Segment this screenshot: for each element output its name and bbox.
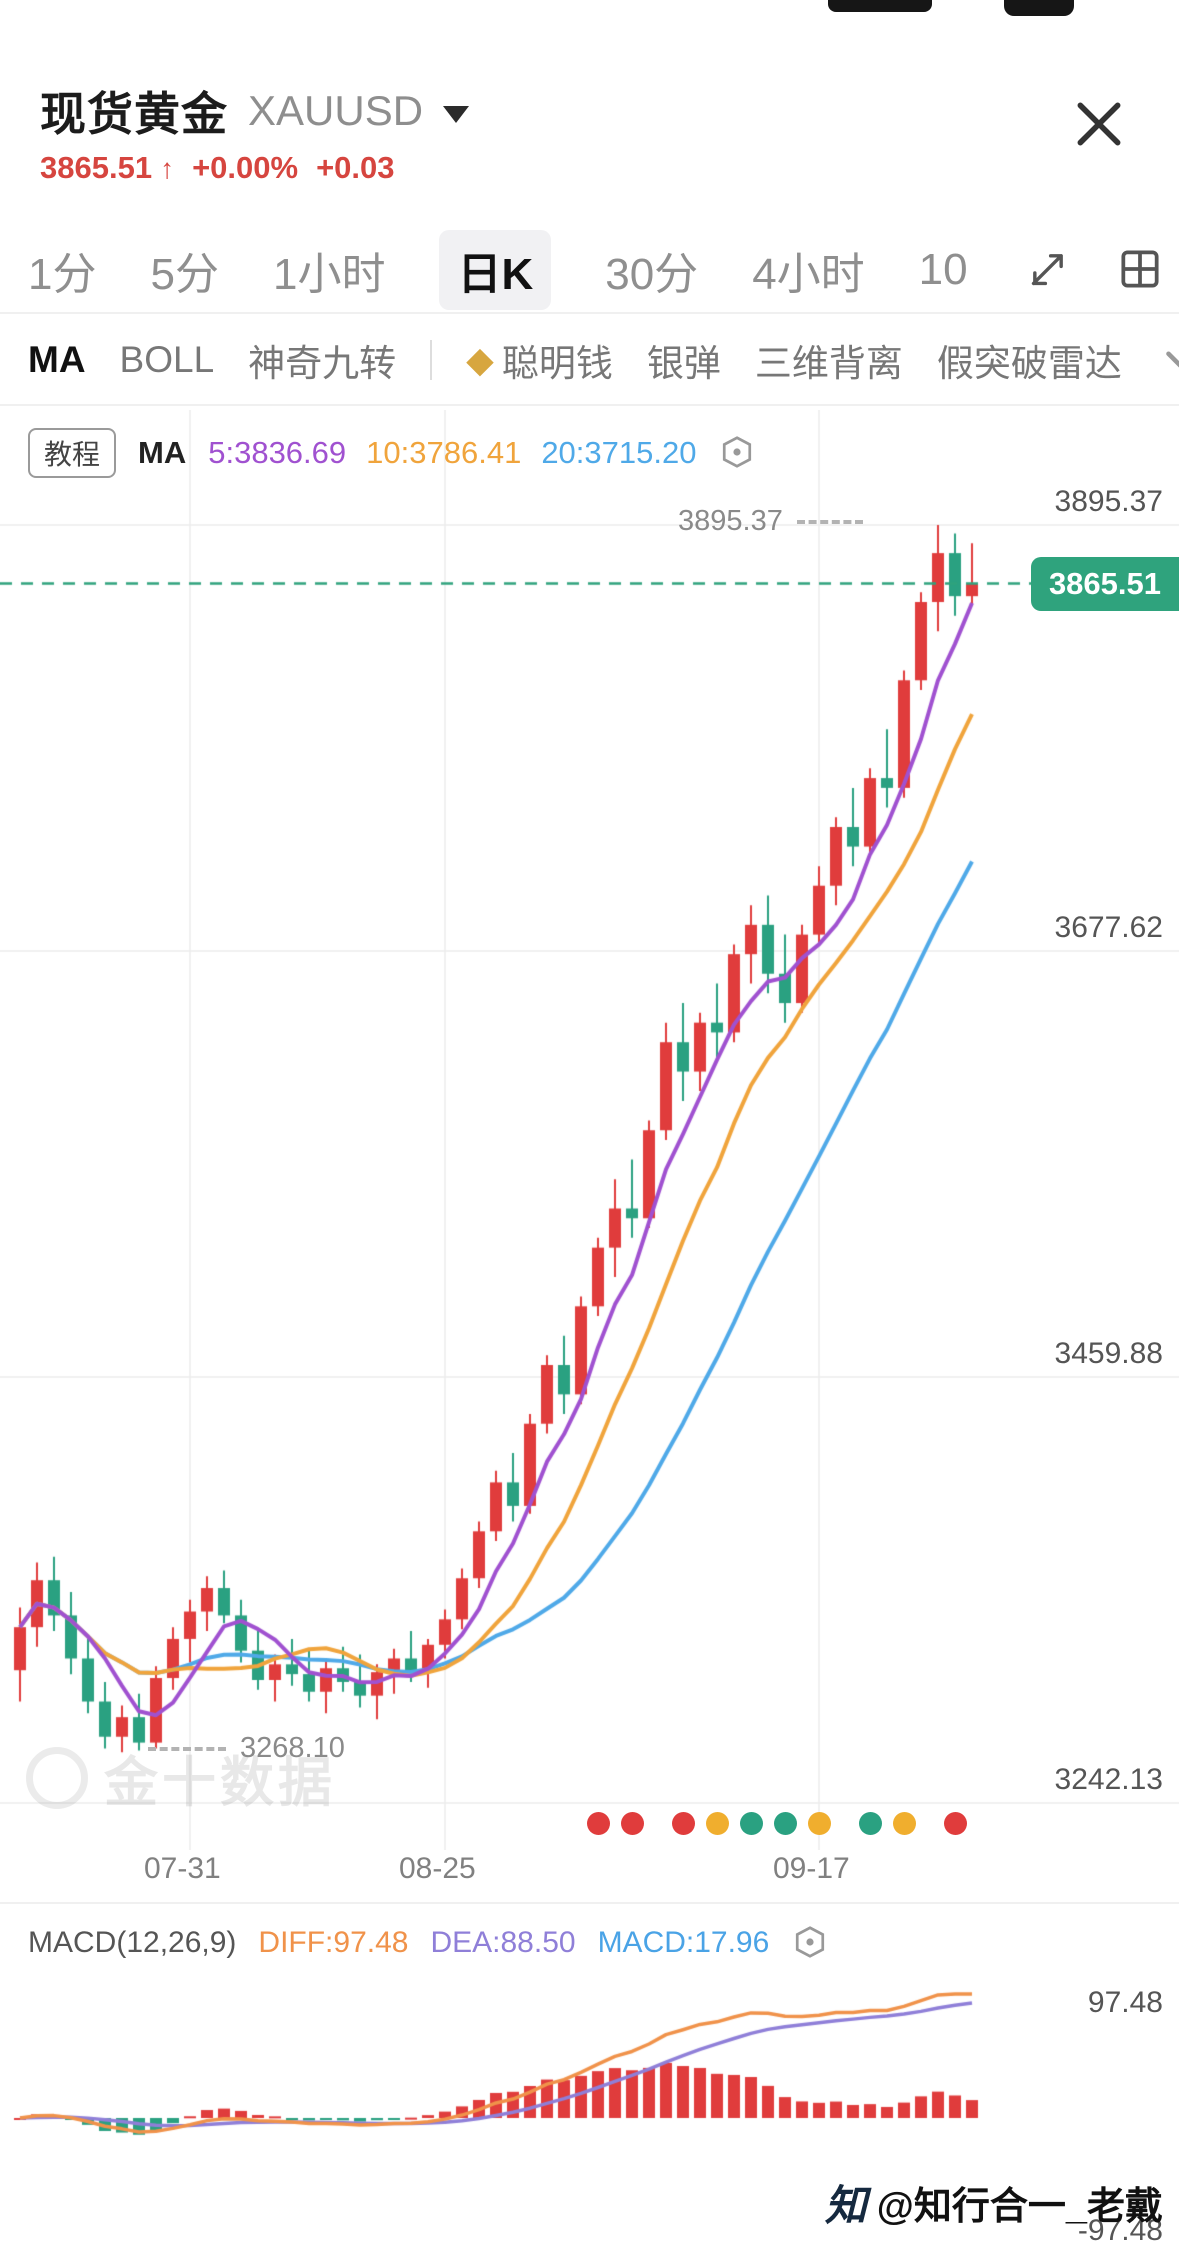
indicator-MA[interactable]: MA: [28, 339, 86, 381]
macd-title: MACD(12,26,9): [28, 1926, 237, 1959]
signal-dot-orange: [808, 1812, 831, 1835]
expand-indicators-button[interactable]: [1156, 335, 1179, 385]
low-price-label: 3268.10: [240, 1732, 345, 1765]
ma-value: 20:3715.20: [541, 435, 697, 470]
y-axis-label: 3242.13: [1054, 1763, 1163, 1796]
low-price-annotation: 3268.10: [148, 1732, 345, 1765]
symbol-label: XAUUSD: [248, 87, 424, 134]
ma-legend: 教程 MA 5:3836.69 10:3786.41 20:3715.20: [28, 428, 756, 478]
price-summary: 3865.51 ↑ +0.00% +0.03: [40, 150, 395, 186]
macd-settings-button[interactable]: [791, 1924, 829, 1962]
macd-dea-value: DEA:88.50: [430, 1926, 576, 1959]
macd-bar-value: MACD:17.96: [597, 1926, 770, 1959]
signal-dot-red: [672, 1812, 695, 1835]
y-axis-label: 3677.62: [1054, 911, 1163, 944]
main-chart-canvas[interactable]: [0, 410, 1179, 1850]
section-divider: [0, 1902, 1179, 1904]
ma-legend-label: MA: [138, 435, 187, 470]
macd-header: MACD(12,26,9) DIFF:97.48 DEA:88.50 MACD:…: [28, 1924, 829, 1962]
indicator-假突破雷达[interactable]: 假突破雷达: [937, 333, 1122, 387]
gold-diamond-icon: ◆: [466, 339, 494, 380]
tab-30分[interactable]: 30分: [605, 250, 699, 299]
zhihu-logo-icon: 知: [824, 2182, 867, 2229]
dropdown-caret-icon: [443, 105, 470, 123]
macd-chart-canvas[interactable]: [0, 1972, 1179, 2252]
indicator-divider: [430, 340, 433, 380]
indicator-label: 三维背离: [754, 343, 903, 384]
change-percent: +0.00%: [192, 150, 299, 185]
signal-dot-red: [944, 1812, 967, 1835]
x-axis-label: 09-17: [773, 1852, 850, 1885]
high-price-label: 3895.37: [678, 505, 783, 537]
signal-dot-red: [621, 1812, 644, 1835]
current-price-badge: 3865.51: [1030, 557, 1179, 612]
y-axis-label: 3895.37: [1054, 485, 1163, 518]
tab-1分[interactable]: 1分: [28, 250, 97, 299]
layout-grid-button[interactable]: [1114, 244, 1166, 296]
indicator-label: MA: [28, 339, 86, 380]
page-title: 现货黄金: [40, 88, 228, 140]
watermark-text: 金十数据: [104, 1753, 336, 1813]
indicator-label: 银弹: [646, 343, 721, 384]
tab-1小时[interactable]: 1小时: [272, 250, 386, 299]
tutorial-button[interactable]: 教程: [28, 428, 117, 478]
author-watermark: 知 @知行合一_老戴: [825, 2172, 1163, 2233]
ma-value: 10:3786.41: [366, 435, 522, 470]
grid-icon: [1121, 250, 1159, 288]
dash-marker: [796, 519, 863, 524]
indicator-bar: MA BOLL 神奇九转 ◆ 聪明钱 银弹 三维背离 假突破雷达: [0, 316, 1179, 406]
macd-axis-min: -97.48: [1077, 2214, 1163, 2247]
indicator-label: BOLL: [119, 339, 215, 380]
jin10-watermark: 金十数据: [26, 1738, 336, 1817]
close-button[interactable]: [1071, 96, 1127, 152]
timeframe-tabs: 1分 5分 1小时 日K 30分 4小时 10: [0, 228, 1179, 314]
indicator-compare-button[interactable]: [1022, 244, 1074, 296]
close-icon: [1077, 102, 1121, 146]
macd-diff-value: DIFF:97.48: [258, 1926, 409, 1959]
gear-icon: [796, 1926, 825, 1958]
indicator-聪明钱[interactable]: ◆ 聪明钱: [466, 333, 613, 387]
ma-legend-values: 5:3836.69 10:3786.41 20:3715.20: [208, 435, 696, 471]
indicator-label: 聪明钱: [501, 343, 613, 384]
indicator-bar-items: MA BOLL 神奇九转 ◆ 聪明钱 银弹 三维背离 假突破雷达: [28, 333, 1122, 387]
gear-icon: [723, 436, 752, 468]
y-axis-label: 3459.88: [1054, 1336, 1163, 1370]
signal-dot-red: [587, 1812, 610, 1835]
tab-4小时[interactable]: 4小时: [752, 250, 865, 299]
indicator-BOLL[interactable]: BOLL: [120, 339, 215, 381]
change-absolute: +0.03: [316, 150, 395, 185]
chevron-down-icon: [1166, 351, 1179, 368]
tab-10[interactable]: 10: [918, 245, 968, 294]
author-handle: @知行合一_老戴: [876, 2186, 1163, 2228]
indicator-三维背离[interactable]: 三维背离: [755, 333, 903, 387]
x-axis-label: 08-25: [399, 1852, 476, 1885]
macd-axis-max: 97.48: [1087, 1986, 1163, 2019]
signal-dot-orange: [706, 1812, 729, 1835]
chart-tool-icons: [1022, 244, 1179, 296]
indicator-银弹[interactable]: 银弹: [647, 333, 721, 387]
up-arrow-icon: ↑: [160, 153, 175, 184]
dash-marker: [148, 1746, 226, 1751]
last-price: 3865.51: [40, 150, 153, 185]
signal-dot-green: [859, 1812, 882, 1835]
indicator-神奇九转[interactable]: 神奇九转: [248, 333, 396, 387]
jin10-logo-icon: [26, 1746, 88, 1809]
diagonal-arrows-icon: [1031, 254, 1063, 286]
x-axis-label: 07-31: [144, 1852, 221, 1885]
status-bar-remnant: [828, 0, 932, 12]
symbol-selector[interactable]: 现货黄金 XAUUSD: [40, 78, 470, 144]
ma-settings-button[interactable]: [718, 434, 756, 472]
indicator-label: 假突破雷达: [936, 343, 1122, 384]
signal-dot-green: [740, 1812, 763, 1835]
tab-5分[interactable]: 5分: [150, 250, 219, 299]
signal-dot-orange: [893, 1812, 916, 1835]
status-bar-remnant: [1004, 0, 1074, 16]
tab-日K[interactable]: 日K: [439, 230, 552, 310]
signal-dot-green: [774, 1812, 797, 1835]
high-price-annotation: 3895.37: [678, 505, 863, 538]
indicator-label: 神奇九转: [248, 343, 397, 384]
ma-value: 5:3836.69: [208, 435, 347, 470]
